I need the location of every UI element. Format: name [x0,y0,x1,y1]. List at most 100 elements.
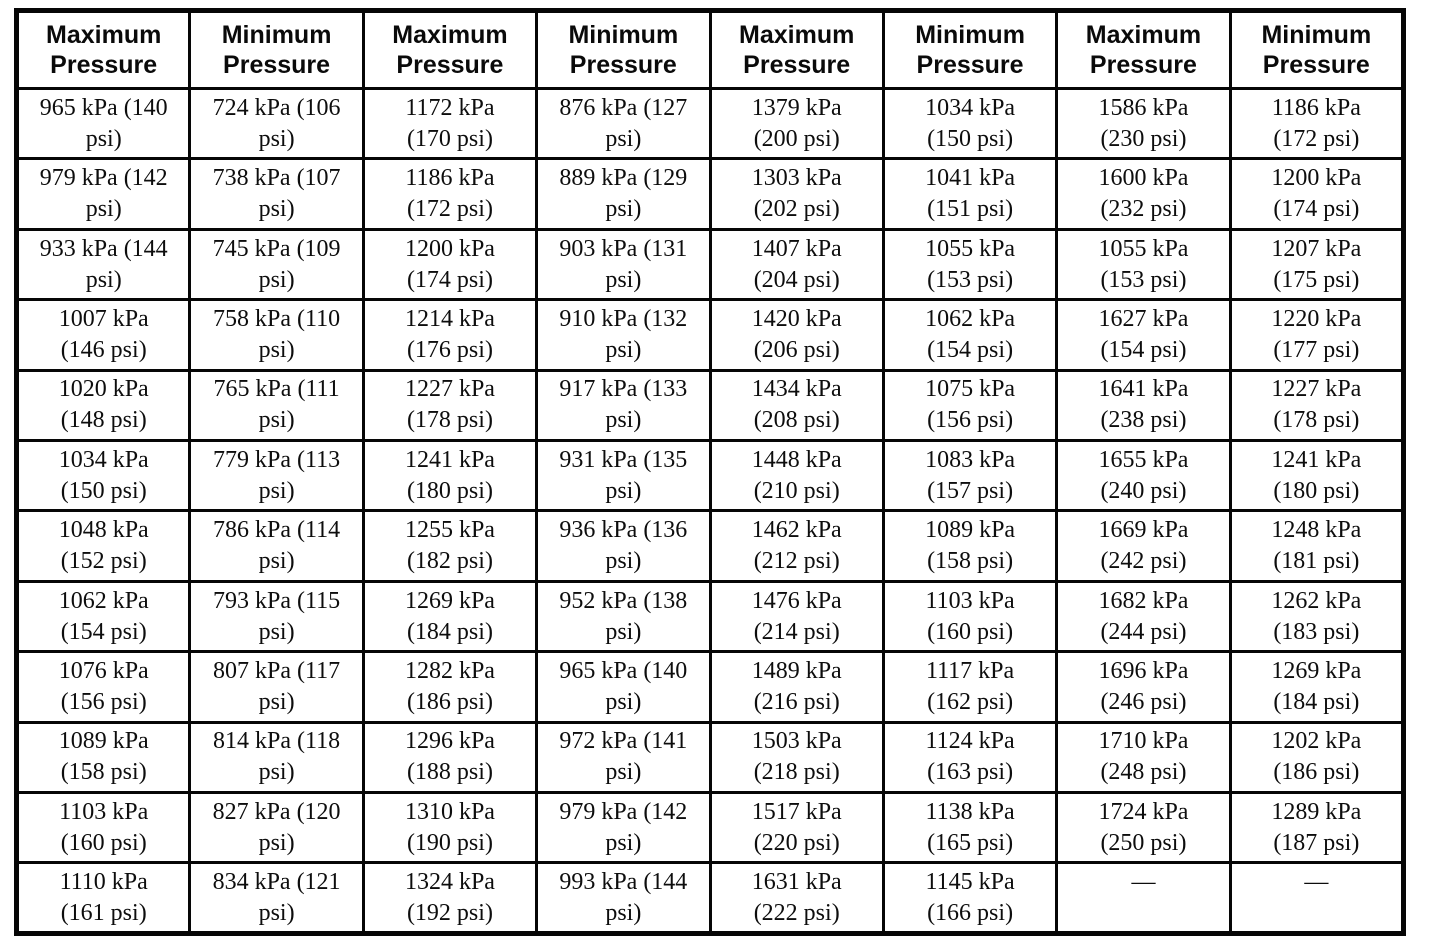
table-cell-r11-c5: 1517 kPa (220 psi) [708,791,885,865]
table-cell-line: (192 psi) [406,899,493,926]
table-cell-r7-c3: 1255 kPa (182 psi) [361,509,539,583]
table-cell-r10-c6: 1124 kPa (163 psi) [881,720,1059,795]
table-cell-line: 745 kPa (109 [212,235,341,262]
table-cell-line: (184 psi) [1273,688,1360,715]
table-cell-r4-c6: 1062 kPa (154 psi) [881,298,1059,372]
table-cell-line: 972 kPa (141 [559,728,688,755]
table-cell-line: 933 kPa (144 [39,235,168,262]
table-cell-line: psi) [605,759,642,786]
table-cell-r2-c3: 1186 kPa (172 psi) [361,157,539,231]
header-row: Maximum Pressure Minimum Pressure Maximum Pre… [14,9,1406,90]
table-cell-r2-c8: 1200 kPa (174 psi) [1228,157,1406,231]
table-cell-r9-c7: 1696 kPa (246 psi) [1055,650,1232,724]
table-cell-line: (178 psi) [406,407,493,434]
table-cell-r4-c3: 1214 kPa (176 psi) [361,298,539,372]
table-cell-r10-c2: 814 kPa (118 psi) [188,720,365,795]
table-cell-line: (184 psi) [406,618,493,645]
table-cell-r12-c5: 1631 kPa (222 psi) [708,861,885,935]
table-cell-r4-c1: 1007 kPa (146 psi) [14,298,192,372]
table-cell-line: 786 kPa (114 [213,517,341,544]
table-cell-r7-c1: 1048 kPa (152 psi) [14,509,192,583]
table-cell-line: (153 psi) [1100,266,1187,293]
table-cell-line: (216 psi) [753,688,840,715]
table-cell-line: (246 psi) [1100,688,1187,715]
table-cell-line: (177 psi) [1273,336,1360,363]
table-cell-line: (174 psi) [1273,196,1360,223]
table-cell-line: 1034 kPa [58,446,149,473]
table-cell-line: 1202 kPa [1271,728,1362,755]
column-header-line: Pressure [50,51,158,79]
table-cell-line: (186 psi) [1273,759,1360,786]
table-cell-r9-c5: 1489 kPa (216 psi) [708,650,885,724]
table-row-7: 1048 kPa (152 psi) 786 kPa (114 psi) 1255 kP… [14,509,1406,583]
column-header-line: Pressure [223,51,331,79]
table-cell-line: 1600 kPa [1098,165,1189,192]
table-cell-line: (183 psi) [1273,618,1360,645]
table-cell-line: (160 psi) [927,618,1014,645]
table-cell-line: 1062 kPa [58,587,149,614]
table-cell-line: 724 kPa (106 [212,94,341,121]
table-cell-line: 1489 kPa [751,657,842,684]
table-cell-line: — [1131,868,1156,895]
table-cell-line: 1269 kPa [1271,657,1362,684]
table-cell-line: 979 kPa (142 [559,798,688,825]
column-header-line: Minimum [221,21,332,49]
table-cell-line: 1655 kPa [1098,446,1189,473]
table-cell-line: (232 psi) [1100,196,1187,223]
table-cell-line: (162 psi) [927,688,1014,715]
table-cell-line: (160 psi) [60,829,147,856]
table-cell-line: (188 psi) [406,759,493,786]
table-cell-line: (190 psi) [406,829,493,856]
table-cell-line: 1055 kPa [925,235,1016,262]
table-cell-r8-c6: 1103 kPa (160 psi) [881,579,1059,654]
table-cell-line: psi) [258,759,295,786]
table-cell-line: psi) [605,125,642,152]
table-cell-line: psi) [258,125,295,152]
table-cell-line: (214 psi) [753,618,840,645]
table-cell-line: (242 psi) [1100,548,1187,575]
table-cell-line: 1200 kPa [404,235,495,262]
table-cell-r10-c5: 1503 kPa (218 psi) [708,720,885,795]
table-cell-line: 814 kPa (118 [213,728,341,755]
table-cell-line: psi) [605,196,642,223]
table-cell-line: 1282 kPa [404,657,495,684]
table-cell-line: (210 psi) [753,477,840,504]
table-cell-line: 1186 kPa [405,165,495,192]
table-cell-r11-c4: 979 kPa (142 psi) [535,791,712,865]
table-cell-line: 1200 kPa [1271,165,1362,192]
table-cell-line: 1076 kPa [58,657,149,684]
table-cell-r12-c3: 1324 kPa (192 psi) [361,861,539,935]
table-cell-line: (187 psi) [1273,829,1360,856]
table-cell-r4-c8: 1220 kPa (177 psi) [1228,298,1406,372]
table-cell-line: (240 psi) [1100,477,1187,504]
table-cell-line: (238 psi) [1100,407,1187,434]
table-cell-r5-c8: 1227 kPa (178 psi) [1228,368,1406,443]
table-cell-r2-c1: 979 kPa (142 psi) [14,157,192,231]
table-cell-line: 993 kPa (144 [559,868,688,895]
table-cell-line: 793 kPa (115 [213,587,341,614]
table-cell-line: (175 psi) [1273,266,1360,293]
table-cell-line: 1586 kPa [1098,94,1189,121]
table-cell-r5-c4: 917 kPa (133 psi) [535,368,712,443]
table-cell-r1-c5: 1379 kPa (200 psi) [708,86,885,161]
table-cell-line: 1207 kPa [1271,235,1362,262]
table-cell-line: (248 psi) [1100,759,1187,786]
column-header-1: Maximum Pressure [14,9,192,90]
table-row-6: 1034 kPa (150 psi) 779 kPa (113 psi) 1241 kP… [14,439,1406,513]
table-row-4: 1007 kPa (146 psi) 758 kPa (110 psi) 1214 kP… [14,298,1406,372]
table-cell-line: 1110 kPa [59,868,148,895]
table-cell-line: 1448 kPa [751,446,842,473]
table-cell-line: 1710 kPa [1098,728,1189,755]
table-cell-line: (163 psi) [927,759,1014,786]
table-cell-line: (150 psi) [60,477,147,504]
table-cell-r5-c5: 1434 kPa (208 psi) [708,368,885,443]
table-cell-line: (154 psi) [1100,336,1187,363]
column-header-6: Minimum Pressure [881,9,1059,90]
table-cell-r4-c5: 1420 kPa (206 psi) [708,298,885,372]
table-cell-line: 1103 kPa [59,798,149,825]
table-cell-r10-c3: 1296 kPa (188 psi) [361,720,539,795]
table-cell-line: 1303 kPa [751,165,842,192]
column-header-line: Maximum [46,21,162,49]
table-cell-line: psi) [605,548,642,575]
table-cell-line: 1020 kPa [58,376,149,403]
